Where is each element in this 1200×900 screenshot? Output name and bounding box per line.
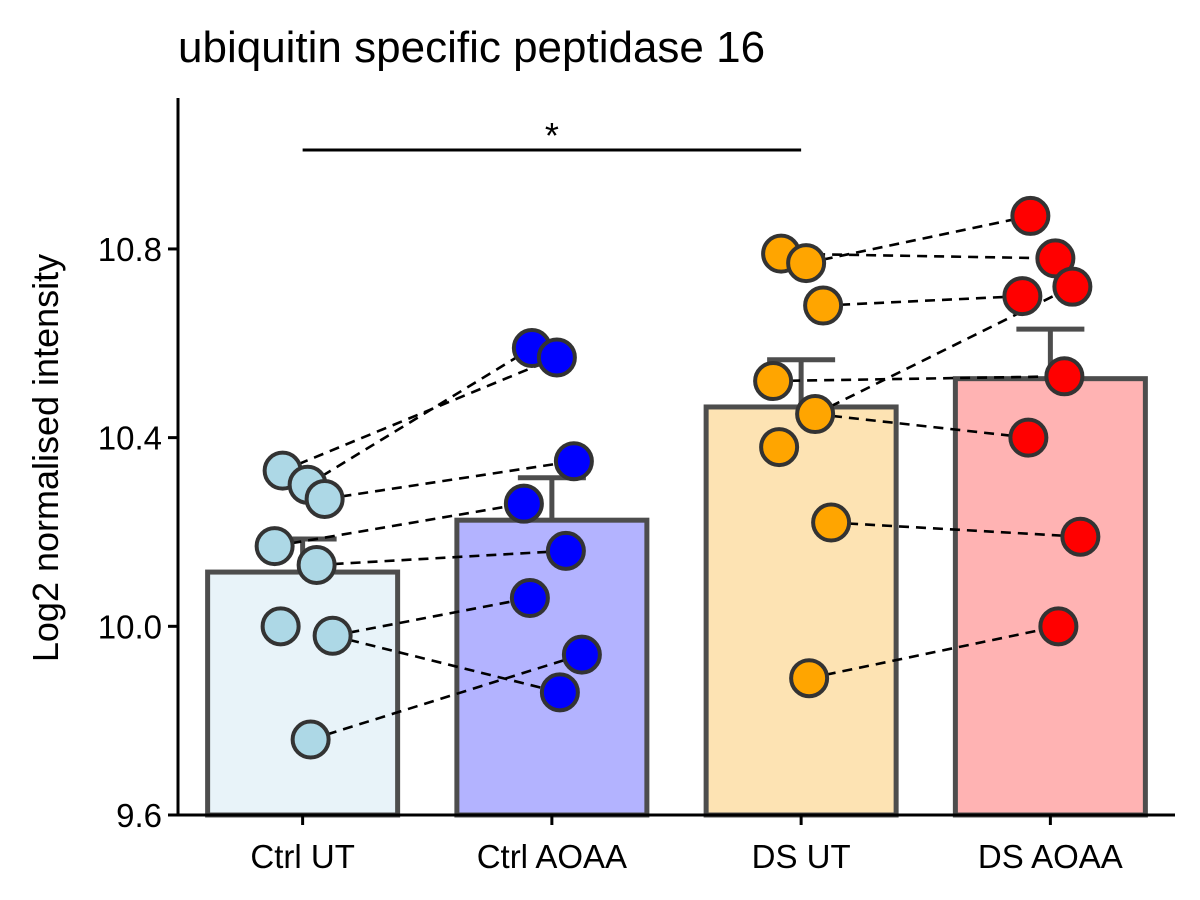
data-point-2-6 (811, 502, 852, 543)
x-tick-label: DS AOAA (978, 838, 1123, 875)
data-point-0-4 (296, 544, 337, 585)
y-tick-label: 9.6 (116, 797, 162, 834)
pair-line-8 (805, 214, 1031, 265)
pair-line-7 (310, 653, 583, 741)
pair-line-11 (773, 375, 1065, 383)
data-point-3-2 (1052, 266, 1093, 307)
data-point-2-3 (753, 361, 794, 402)
x-tick-label: DS UT (752, 838, 851, 875)
pair-line-6 (332, 634, 561, 694)
pair-line-0 (282, 356, 558, 472)
data-point-0-7 (290, 719, 331, 760)
data-point-1-2 (553, 441, 594, 482)
pair-line-9 (781, 252, 1056, 260)
data-point-2-7 (789, 658, 830, 699)
significance-layer: * (302, 115, 802, 156)
pair-line-13 (814, 412, 1029, 439)
y-tick-label: 10.8 (98, 231, 162, 268)
pair-line-1 (306, 346, 533, 486)
bar-3 (952, 376, 1148, 818)
pair-line-15 (808, 625, 1059, 680)
data-point-1-6 (561, 634, 602, 675)
x-tick-label: Ctrl UT (250, 838, 354, 875)
data-point-0-6 (312, 615, 353, 656)
data-point-1-5 (509, 578, 550, 619)
data-point-1-1 (536, 337, 577, 378)
y-tick-label: 10.0 (98, 608, 162, 645)
data-point-3-5 (1008, 417, 1049, 458)
pair-line-14 (831, 521, 1081, 538)
chart-title: ubiquitin specific peptidase 16 (178, 23, 765, 72)
data-point-2-4 (795, 394, 836, 435)
data-point-1-4 (545, 530, 586, 571)
data-point-3-4 (1044, 356, 1085, 397)
bar-0 (205, 569, 401, 818)
data-point-2-5 (759, 427, 800, 468)
points-layer (254, 195, 1101, 760)
bar-1 (454, 517, 650, 818)
x-tick-label: Ctrl AOAA (477, 838, 627, 875)
data-point-3-6 (1060, 516, 1101, 557)
significance-label: * (545, 115, 559, 156)
pair-line-4 (316, 549, 566, 567)
bar-2 (703, 404, 899, 818)
data-point-2-1 (786, 243, 827, 284)
data-point-1-7 (539, 672, 580, 713)
data-point-3-0 (1010, 195, 1051, 236)
data-point-3-7 (1038, 606, 1079, 647)
pair-line-10 (823, 294, 1023, 307)
data-point-0-3 (254, 526, 295, 567)
y-axis-label: Log2 normalised intensity (25, 254, 66, 662)
pair-line-3 (274, 502, 525, 548)
data-point-1-3 (503, 483, 544, 524)
data-point-3-3 (1002, 276, 1043, 317)
data-point-2-2 (803, 285, 844, 326)
axes-layer: 9.6 10.0 10.4 10.8 Ctrl UT Ctrl AOAA DS UT DS A… (98, 98, 1175, 875)
data-point-0-2 (304, 478, 345, 519)
y-tick-label: 10.4 (98, 420, 162, 457)
data-point-0-5 (260, 606, 301, 647)
pair-line-2 (324, 459, 575, 501)
